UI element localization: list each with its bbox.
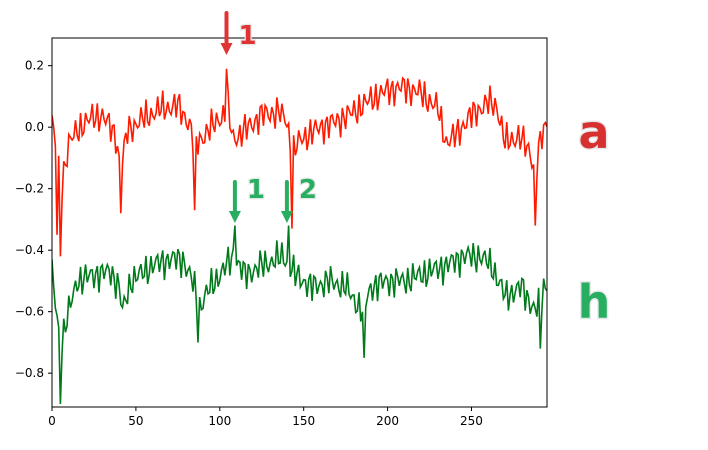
x-tick-label: 0 <box>48 414 56 428</box>
annotations: 1 1 2 <box>220 11 318 223</box>
side-label-a: a <box>578 105 609 159</box>
y-tick-label: 0.0 <box>25 120 44 134</box>
annotation-arrow-3 <box>280 180 293 223</box>
axes: 0 50 100 150 200 250 −0.8 −0.6 −0.4 −0.2 0.0 0.2 <box>15 59 483 428</box>
annotation-arrow-2 <box>228 180 241 223</box>
side-labels: ah <box>576 104 612 331</box>
annotation-label-1: 1 <box>239 21 257 51</box>
x-tick-label: 50 <box>128 414 143 428</box>
x-tick-label: 100 <box>208 414 231 428</box>
y-tick-label: 0.2 <box>25 59 44 73</box>
y-tick-label: −0.8 <box>15 366 44 380</box>
x-tick-label: 200 <box>376 414 399 428</box>
plot-area <box>52 68 547 404</box>
series-line-1 <box>52 68 547 257</box>
x-tick-label: 250 <box>460 414 483 428</box>
y-tick-label: −0.6 <box>15 305 44 319</box>
y-tick-label: −0.2 <box>15 182 44 196</box>
annotation-arrow-1 <box>220 11 233 55</box>
y-tick-label: −0.4 <box>15 243 44 257</box>
annotation-label-3: 2 <box>299 175 317 205</box>
annotation-label-2: 1 <box>247 175 265 205</box>
series-line-2 <box>52 225 547 404</box>
axes-frame <box>51 37 548 408</box>
side-label-h: h <box>578 275 611 329</box>
x-tick-label: 150 <box>292 414 315 428</box>
